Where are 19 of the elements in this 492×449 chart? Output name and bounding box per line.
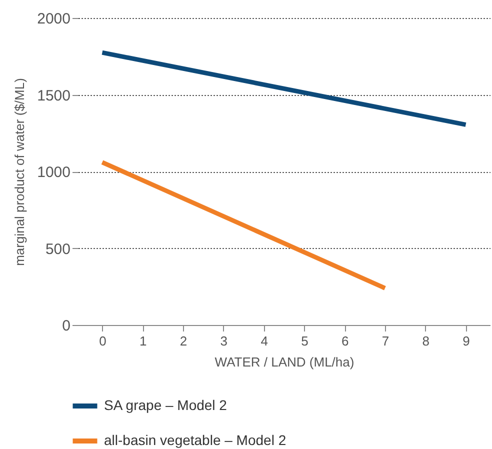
x-tick-label: 4 — [260, 334, 268, 348]
x-tick-label: 1 — [140, 334, 147, 348]
x-tick-label: 5 — [301, 334, 308, 348]
y-axis-title: marginal product of water ($/ML) — [12, 78, 28, 266]
y-tick-label: 500 — [45, 240, 70, 258]
x-axis-title: WATER / LAND (ML/ha) — [214, 354, 354, 370]
x-tick-label: 3 — [220, 334, 228, 348]
x-tick-label: 8 — [422, 334, 430, 348]
y-tick-label: 1000 — [37, 164, 70, 181]
y-tick-label: 1500 — [37, 87, 70, 104]
legend-label: SA grape – Model 2 — [104, 397, 228, 413]
legend-label: all-basin vegetable – Model 2 — [104, 432, 286, 448]
y-tick-label: 2000 — [37, 10, 70, 28]
x-tick-label: 7 — [382, 334, 390, 348]
x-tick-label: 0 — [99, 334, 106, 348]
y-tick-label: 0 — [62, 318, 70, 334]
x-tick-label: 2 — [180, 334, 188, 348]
x-tick-label: 6 — [341, 334, 349, 348]
x-tick-label: 9 — [462, 334, 470, 348]
